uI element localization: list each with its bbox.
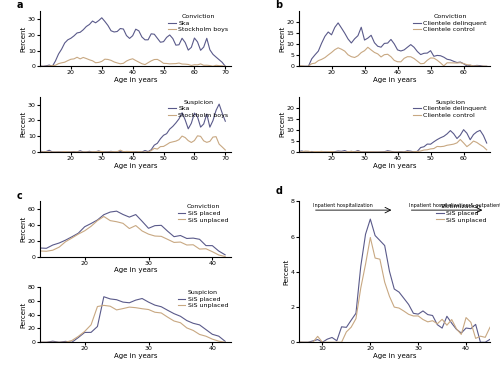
Legend: Clientele delinquent, Clientele control: Clientele delinquent, Clientele control	[414, 100, 487, 118]
Y-axis label: Percent: Percent	[20, 216, 26, 242]
Legend: Ska, Stockholm boys: Ska, Stockholm boys	[168, 14, 228, 32]
Y-axis label: Percent: Percent	[20, 25, 26, 52]
Y-axis label: Percent: Percent	[20, 301, 26, 328]
Y-axis label: Percent: Percent	[279, 111, 285, 138]
X-axis label: Age in years: Age in years	[114, 267, 158, 273]
Legend: Clientele delinquent, Clientele control: Clientele delinquent, Clientele control	[414, 14, 487, 32]
Legend: SiS placed, SiS unplaced: SiS placed, SiS unplaced	[436, 205, 487, 223]
X-axis label: Age in years: Age in years	[372, 163, 416, 169]
Y-axis label: Percent: Percent	[283, 259, 289, 285]
Text: c: c	[17, 191, 23, 201]
X-axis label: Age in years: Age in years	[372, 77, 416, 83]
X-axis label: Age in years: Age in years	[372, 353, 416, 359]
X-axis label: Age in years: Age in years	[114, 163, 158, 169]
Legend: Ska, Stockholm boys: Ska, Stockholm boys	[168, 100, 228, 118]
Y-axis label: Percent: Percent	[279, 25, 285, 52]
Text: a: a	[17, 0, 24, 10]
Text: d: d	[276, 186, 282, 196]
Y-axis label: Percent: Percent	[20, 111, 26, 138]
Legend: SiS placed, SiS unplaced: SiS placed, SiS unplaced	[178, 205, 228, 223]
Text: Inpatient hospitalization: Inpatient hospitalization	[313, 203, 372, 208]
Legend: SiS placed, SiS unplaced: SiS placed, SiS unplaced	[178, 290, 228, 308]
X-axis label: Age in years: Age in years	[114, 353, 158, 359]
Text: b: b	[276, 0, 282, 10]
Text: Inpatient hospitalization & outpatient care: Inpatient hospitalization & outpatient c…	[408, 203, 500, 208]
X-axis label: Age in years: Age in years	[114, 77, 158, 83]
